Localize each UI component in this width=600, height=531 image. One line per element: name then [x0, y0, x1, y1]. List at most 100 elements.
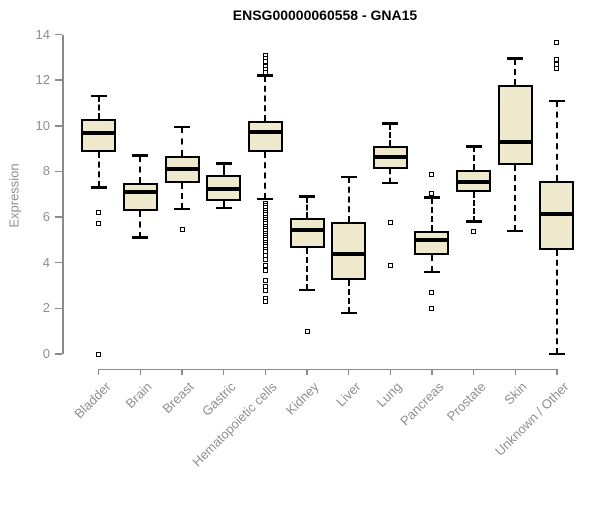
median-gastric: [206, 186, 242, 191]
whisker-cap-high: [257, 74, 274, 77]
outlier-point: [96, 221, 102, 227]
median-kidney: [289, 227, 325, 232]
median-skin: [497, 139, 533, 144]
whisker-cap-low: [257, 197, 274, 201]
whisker-cap-low: [90, 186, 107, 189]
upper-whisker-pancreas: [430, 197, 433, 231]
whisker-cap-high: [507, 57, 524, 60]
x-axis-tick: [139, 368, 142, 375]
lower-whisker-kidney: [306, 247, 308, 291]
outlier-point: [554, 40, 560, 46]
box-pancreas: [414, 230, 450, 255]
y-axis-tick: [55, 33, 62, 36]
whisker-cap-high: [132, 154, 149, 157]
whisker-cap-high: [174, 125, 191, 129]
x-axis: [98, 368, 557, 370]
whisker-cap-low: [548, 352, 565, 356]
x-axis-tick: [306, 368, 308, 375]
x-axis-tick: [431, 368, 433, 375]
x-axis-tick: [97, 368, 100, 375]
outlier-point: [429, 289, 435, 295]
lower-whisker-prostate: [472, 192, 475, 222]
lower-whisker-unknown-other: [555, 250, 558, 354]
upper-whisker-lung: [389, 123, 392, 147]
y-axis-tick: [55, 79, 62, 81]
x-axis-tick: [472, 368, 475, 375]
y-tick-label: 8: [42, 163, 50, 179]
whisker-cap-low: [465, 220, 482, 223]
x-axis-tick: [222, 368, 225, 375]
y-axis-tick: [55, 170, 62, 173]
y-tick-label: 10: [35, 117, 50, 133]
y-tick-label: 12: [35, 72, 50, 88]
lower-whisker-brain: [139, 211, 142, 238]
whisker-cap-low: [507, 229, 524, 233]
whisker-cap-high: [423, 196, 440, 199]
outlier-point: [471, 229, 477, 235]
y-axis-tick: [55, 307, 62, 310]
upper-whisker-breast: [181, 126, 184, 156]
outlier-point: [304, 328, 310, 334]
upper-whisker-hematopoietic-cells: [264, 75, 267, 122]
box-liver: [331, 221, 367, 280]
upper-whisker-prostate: [472, 146, 475, 171]
y-tick-label: 4: [42, 254, 50, 270]
outlier-point: [554, 61, 560, 67]
median-breast: [164, 167, 200, 172]
box-brain: [122, 182, 158, 212]
lower-whisker-breast: [181, 182, 184, 210]
upper-whisker-gastric: [222, 163, 225, 175]
whisker-cap-low: [215, 206, 232, 210]
y-tick-label: 6: [42, 209, 50, 225]
upper-whisker-kidney: [306, 196, 308, 219]
lower-whisker-lung: [389, 169, 392, 183]
lower-whisker-liver: [347, 279, 350, 313]
box-bladder: [81, 119, 117, 153]
outlier-point: [262, 256, 268, 262]
upper-whisker-skin: [514, 58, 517, 85]
median-liver: [331, 251, 367, 256]
outlier-point: [429, 190, 435, 196]
box-hematopoietic-cells: [247, 121, 283, 153]
upper-whisker-unknown-other: [555, 100, 558, 181]
outlier-point: [262, 262, 268, 268]
whisker-cap-low: [174, 207, 191, 211]
median-unknown-other: [539, 211, 575, 216]
y-axis: [62, 34, 64, 354]
box-skin: [497, 84, 533, 165]
outlier-point: [387, 220, 393, 226]
whisker-cap-high: [90, 94, 107, 98]
outlier-point: [429, 305, 435, 311]
median-bladder: [81, 130, 117, 135]
outlier-point: [262, 59, 268, 65]
median-hematopoietic-cells: [247, 129, 283, 134]
upper-whisker-bladder: [97, 96, 100, 119]
x-axis-tick: [389, 368, 392, 375]
whisker-cap-high: [215, 162, 232, 165]
outlier-point: [262, 299, 268, 305]
outlier-point: [96, 351, 102, 357]
x-axis-tick: [264, 368, 267, 375]
whisker-cap-low: [132, 236, 149, 239]
median-prostate: [456, 179, 492, 184]
whisker-cap-high: [465, 145, 482, 148]
y-tick-label: 2: [42, 300, 50, 316]
x-axis-tick: [347, 368, 350, 375]
y-axis-tick: [55, 261, 62, 264]
whisker-cap-low: [299, 288, 315, 292]
median-lung: [372, 154, 408, 159]
outlier-point: [96, 210, 102, 216]
outlier-point: [262, 287, 268, 293]
y-axis-tick: [55, 216, 62, 218]
outlier-point: [387, 262, 393, 268]
outlier-point: [179, 227, 185, 233]
upper-whisker-liver: [347, 177, 350, 222]
lower-whisker-skin: [514, 164, 517, 231]
median-pancreas: [414, 237, 450, 242]
outlier-point: [262, 278, 268, 284]
y-tick-label: 0: [42, 346, 50, 361]
whisker-cap-low: [382, 181, 399, 185]
chart-title: ENSG00000060558 - GNA15: [232, 7, 418, 23]
lower-whisker-pancreas: [430, 254, 433, 272]
